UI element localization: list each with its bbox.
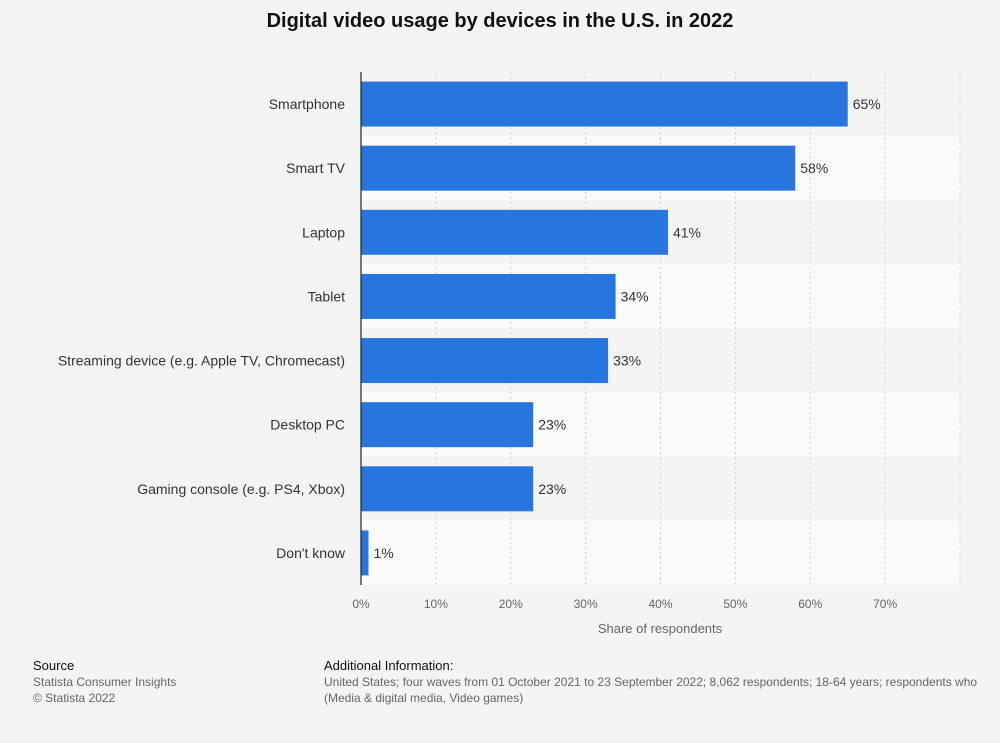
data-label: 33% (613, 353, 641, 369)
chart-title: Digital video usage by devices in the U.… (266, 10, 734, 32)
bar (361, 81, 848, 127)
x-tick-label: 70% (873, 597, 897, 611)
bar (361, 530, 369, 576)
bar (361, 145, 796, 191)
copyright-line: © Statista 2022 (33, 691, 116, 705)
category-label: Smartphone (269, 96, 345, 112)
category-label: Smart TV (286, 160, 346, 176)
source-line: Statista Consumer Insights (33, 675, 177, 689)
category-label: Tablet (308, 288, 345, 304)
x-tick-label: 0% (352, 597, 370, 611)
bar-chart: Smartphone 65% Smart TV 58% Laptop 41% Tablet 3… (58, 72, 961, 636)
x-tick-label: 30% (574, 597, 598, 611)
info-heading: Additional Information: (324, 658, 454, 673)
source-block: Source Statista Consumer Insights © Stat… (33, 658, 176, 706)
category-label: Don't know (276, 545, 346, 561)
x-tick-label: 60% (798, 597, 822, 611)
data-label: 41% (673, 224, 701, 240)
x-axis-title: Share of respondents (598, 621, 723, 636)
x-tick-label: 10% (424, 597, 448, 611)
category-label: Streaming device (e.g. Apple TV, Chromec… (58, 353, 345, 369)
info-line: United States; four waves from 01 Octobe… (324, 675, 978, 689)
x-tick-label: 40% (648, 597, 672, 611)
data-label: 23% (538, 417, 566, 433)
category-label: Laptop (302, 224, 345, 240)
bar (361, 273, 616, 319)
bar (361, 209, 668, 255)
category-label: Desktop PC (270, 417, 345, 433)
data-label: 34% (621, 288, 649, 304)
additional-info-block: Additional Information: United States; f… (324, 658, 1000, 706)
bar (361, 402, 534, 448)
x-tick-label: 50% (723, 597, 747, 611)
data-label: 23% (538, 481, 566, 497)
data-label: 1% (373, 545, 393, 561)
data-label: 65% (853, 96, 881, 112)
category-label: Gaming console (e.g. PS4, Xbox) (137, 481, 345, 497)
x-tick-label: 20% (499, 597, 523, 611)
source-heading: Source (33, 658, 75, 673)
bar (361, 338, 609, 384)
data-label: 58% (800, 160, 828, 176)
bar (361, 466, 534, 512)
info-line: (Media & digital media, Video games) (324, 691, 524, 705)
